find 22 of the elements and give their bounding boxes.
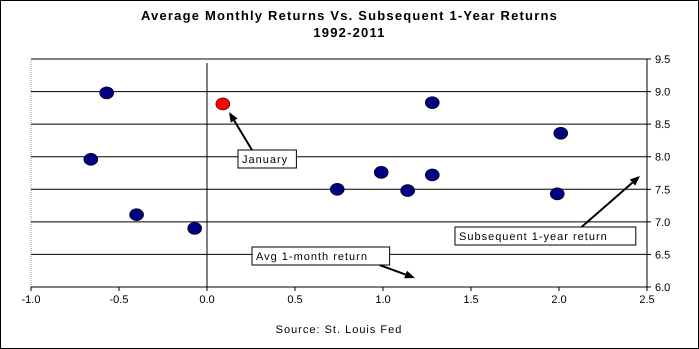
y-tick-label: 8.5 [655,119,670,132]
y-tick-label: 9.5 [655,54,670,66]
x-tick-label: -0.5 [110,294,128,306]
x-tick-label: 1.0 [375,294,391,306]
x-tick-label: 2.0 [551,294,567,306]
x-tick-label: 1.5 [463,294,479,306]
x-tick-label: 0.0 [199,294,215,306]
x-tick-label: 2.5 [639,294,655,306]
chart-title: Average Monthly Returns Vs. Subsequent 1-Year Returns [140,8,558,23]
y-tick-label: 7.0 [655,216,670,229]
y-tick-label: 6.0 [655,282,670,294]
y-tick-label: 7.5 [655,184,670,196]
chart-subtitle: 1992-2011 [313,25,386,40]
x-tick-label: -1.0 [22,294,40,306]
source-note: Source: St. Louis Fed [276,324,402,336]
annotation: Subsequent 1-year return [459,231,608,243]
annotation: Avg 1-month return [256,251,368,263]
x-tick-label: 0.5 [287,294,303,306]
y-tick-label: 9.0 [655,86,670,99]
y-tick-label: 8.0 [655,152,670,164]
annotation: January [242,154,288,166]
y-tick-label: 6.5 [655,249,670,262]
